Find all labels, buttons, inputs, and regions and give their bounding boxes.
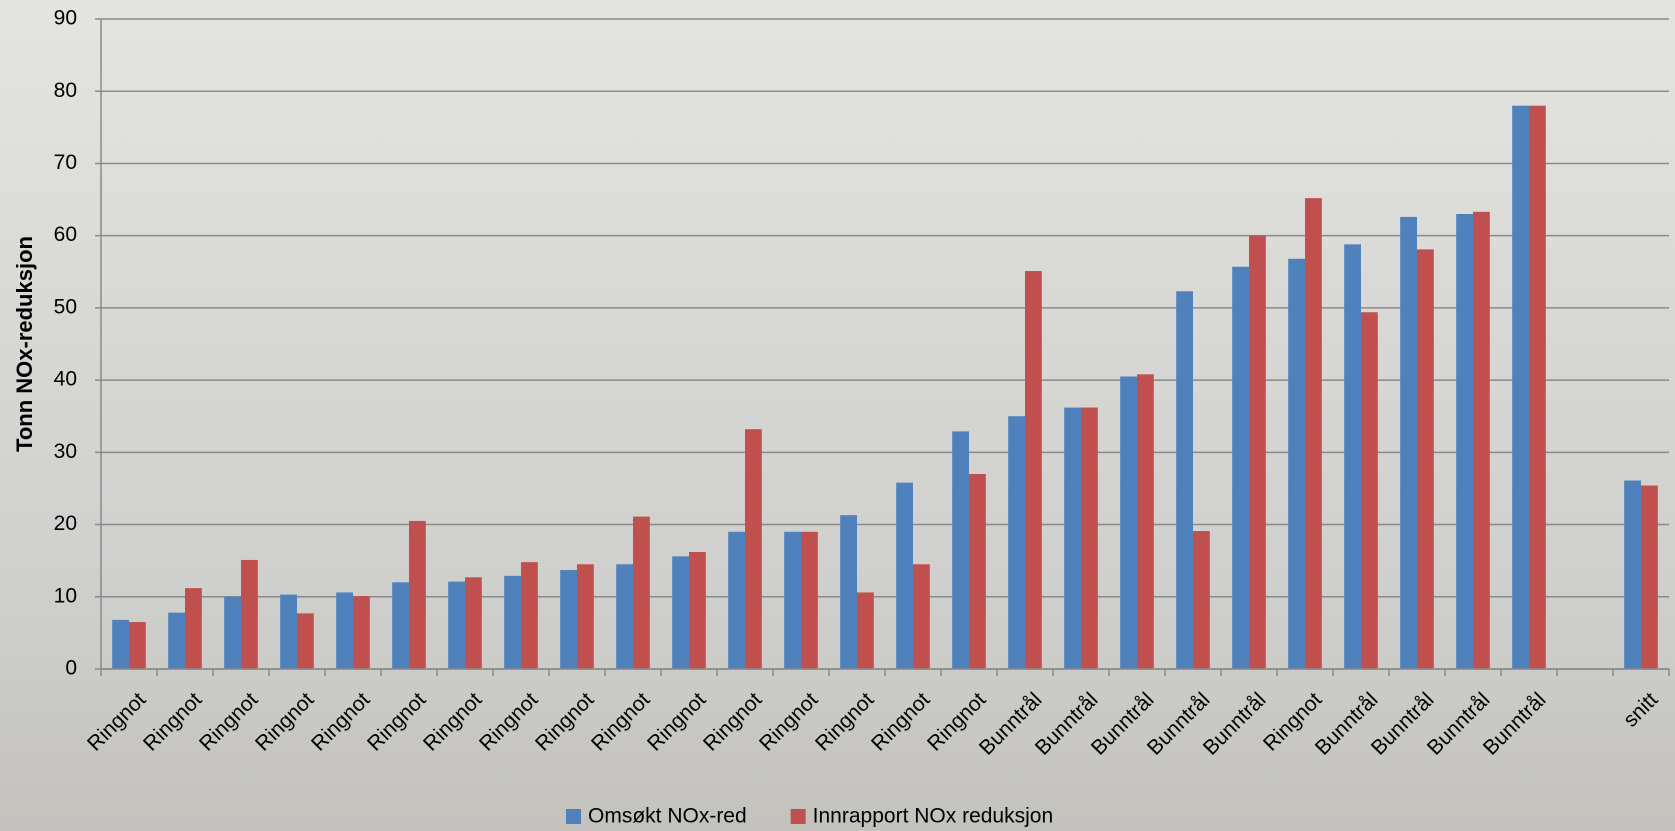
bar bbox=[1417, 249, 1434, 669]
bar bbox=[801, 531, 818, 669]
bar bbox=[1176, 291, 1193, 669]
bar bbox=[1400, 216, 1417, 669]
bar bbox=[297, 613, 314, 669]
bar bbox=[1064, 407, 1081, 669]
bar bbox=[1249, 235, 1266, 669]
y-tick-label: 50 bbox=[54, 295, 77, 318]
bar bbox=[224, 596, 241, 669]
bar bbox=[168, 612, 185, 669]
bar bbox=[409, 520, 426, 669]
bar bbox=[1288, 258, 1305, 669]
bar bbox=[913, 564, 930, 669]
legend-swatch bbox=[790, 809, 806, 824]
y-tick-label: 20 bbox=[54, 512, 77, 535]
bar bbox=[1624, 480, 1641, 669]
bar bbox=[336, 592, 353, 669]
y-tick-label: 90 bbox=[54, 7, 77, 30]
y-tick-label: 40 bbox=[54, 368, 77, 391]
y-tick-label: 30 bbox=[54, 440, 77, 463]
bar bbox=[952, 431, 969, 669]
bar bbox=[1512, 105, 1529, 669]
bar bbox=[1641, 485, 1658, 669]
bar bbox=[1008, 416, 1025, 669]
y-tick-label: 10 bbox=[54, 584, 77, 607]
bar bbox=[857, 592, 874, 669]
legend-label: Omsøkt NOx-red bbox=[588, 805, 747, 828]
bar bbox=[392, 582, 409, 669]
legend-label: Innrapport NOx reduksjon bbox=[813, 805, 1053, 828]
bar bbox=[1193, 531, 1210, 669]
bar bbox=[784, 531, 801, 669]
bar bbox=[1232, 266, 1249, 669]
bar bbox=[129, 622, 146, 669]
bar bbox=[560, 570, 577, 669]
legend-swatch bbox=[566, 809, 581, 824]
y-axis-label: Tonn NOx-reduksjon bbox=[12, 236, 37, 452]
bar bbox=[840, 515, 857, 669]
bar bbox=[728, 531, 745, 669]
bar bbox=[633, 516, 650, 669]
bar bbox=[745, 429, 762, 669]
bar bbox=[1456, 214, 1473, 669]
bar bbox=[353, 596, 370, 669]
bar bbox=[1081, 407, 1098, 669]
y-tick-label: 60 bbox=[54, 223, 77, 246]
bar bbox=[185, 588, 202, 669]
bar bbox=[1361, 312, 1378, 669]
bar bbox=[112, 619, 129, 669]
bar bbox=[1025, 271, 1042, 669]
bar bbox=[577, 564, 594, 669]
bar bbox=[241, 559, 258, 669]
bar bbox=[969, 474, 986, 669]
bar bbox=[1120, 376, 1137, 669]
bar bbox=[504, 575, 521, 669]
y-tick-label: 80 bbox=[54, 79, 77, 102]
y-tick-label: 0 bbox=[65, 657, 77, 680]
bar bbox=[1305, 198, 1322, 669]
bar bbox=[1137, 374, 1154, 669]
bar bbox=[689, 552, 706, 669]
bar bbox=[448, 581, 465, 669]
bar bbox=[1473, 211, 1490, 670]
bar bbox=[672, 556, 689, 669]
bar bbox=[521, 562, 538, 669]
bar bbox=[1344, 244, 1361, 670]
bar bbox=[465, 577, 482, 669]
bar bbox=[1529, 105, 1546, 669]
bar bbox=[280, 594, 297, 669]
bar bbox=[896, 482, 913, 669]
y-tick-label: 70 bbox=[54, 151, 77, 174]
bar bbox=[616, 564, 633, 669]
